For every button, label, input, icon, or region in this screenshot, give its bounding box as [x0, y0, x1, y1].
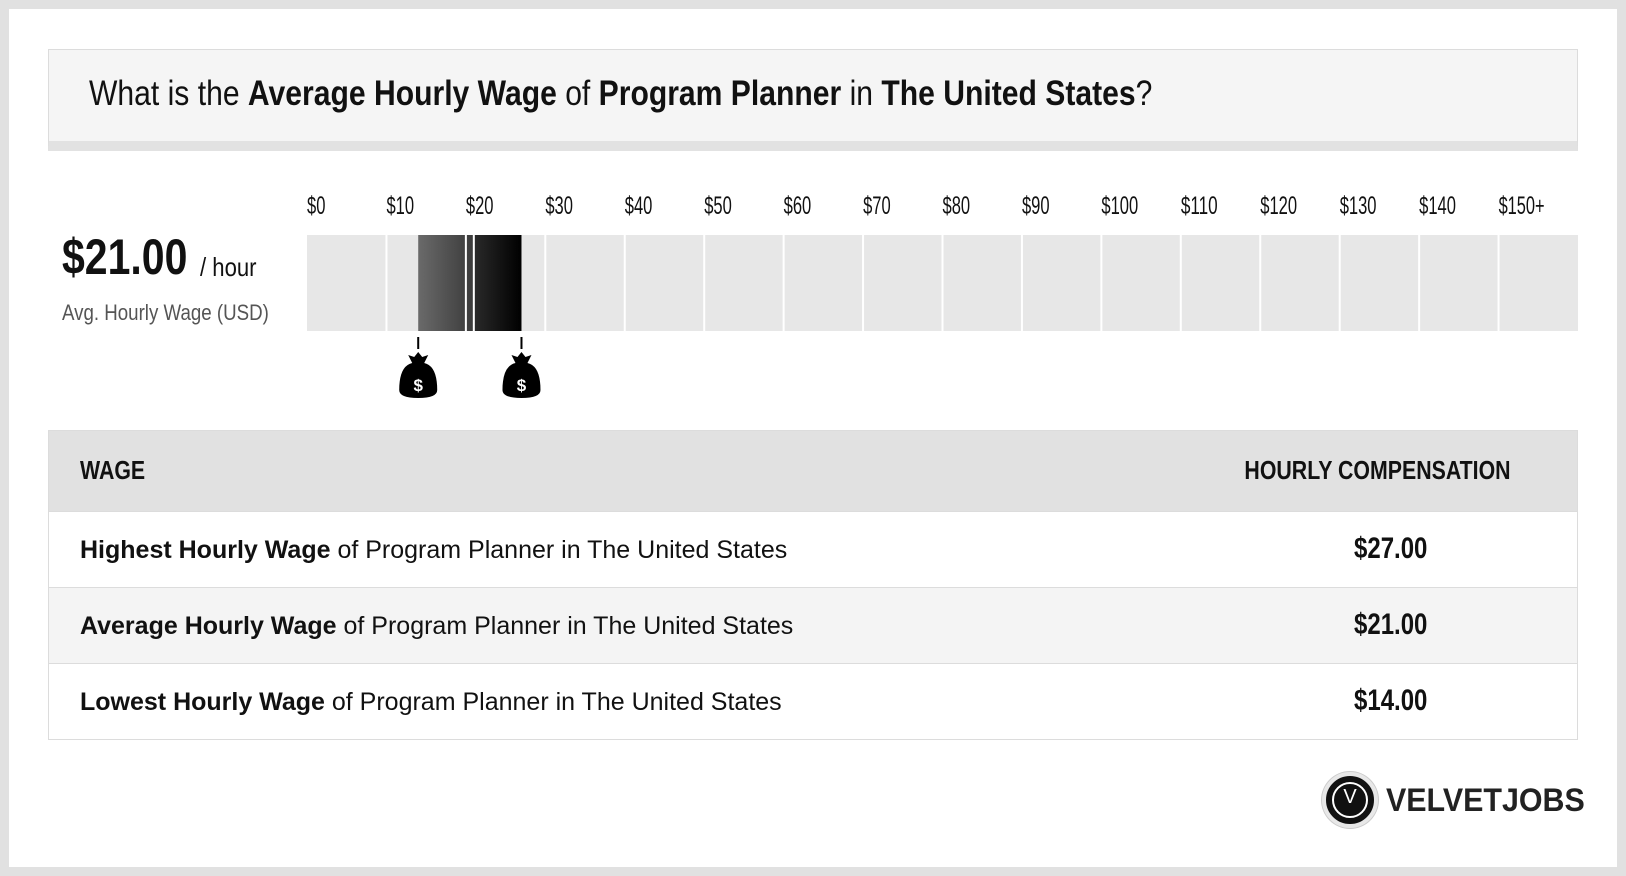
- range-bar-high: [473, 235, 522, 331]
- x-tick-label: $70: [863, 192, 891, 220]
- money-bag-icon: [502, 352, 541, 398]
- table-row-lowest: Lowest Hourly Wage of Program Planner in…: [49, 663, 1577, 739]
- x-tick-label: $20: [466, 192, 494, 220]
- column-header-wage: WAGE: [80, 455, 146, 485]
- range-bar-low: [418, 235, 474, 331]
- table-row-average: Average Hourly Wage of Program Planner i…: [49, 587, 1577, 663]
- marker-symbol: $: [413, 376, 423, 395]
- x-tick-label: $0: [307, 192, 325, 220]
- row-value: $21.00: [1354, 608, 1428, 641]
- average-wage-value: $21.00: [62, 229, 188, 285]
- x-tick-label: $30: [545, 192, 573, 220]
- row-value: $27.00: [1354, 532, 1428, 565]
- table-row-highest: Highest Hourly Wage of Program Planner i…: [49, 511, 1577, 587]
- x-tick-label: $90: [1022, 192, 1050, 220]
- average-wage-unit: / hour: [200, 252, 257, 282]
- average-wage-label: Avg. Hourly Wage (USD): [62, 300, 269, 325]
- velvetjobs-logo-icon: V: [1322, 772, 1378, 828]
- x-tick-label: $60: [784, 192, 812, 220]
- row-description: Lowest Hourly Wage of Program Planner in…: [80, 688, 782, 716]
- row-description: Average Hourly Wage of Program Planner i…: [80, 612, 794, 640]
- x-tick-label: $100: [1101, 192, 1138, 220]
- x-tick-label: $40: [625, 192, 653, 220]
- x-tick-label: $150+: [1499, 192, 1545, 220]
- money-bag-icon: [399, 352, 438, 398]
- marker-symbol: $: [517, 376, 527, 395]
- x-tick-label: $50: [704, 192, 732, 220]
- wage-range-chart: $0 $10 $20 $30 $40 $50 $60 $70 $80 $90 $100 $110 $12…: [307, 192, 1578, 398]
- x-tick-label: $110: [1181, 192, 1218, 220]
- title-banner: What is the Average Hourly Wage of Progr…: [48, 49, 1578, 151]
- x-tick-label: $10: [386, 192, 414, 220]
- x-tick-label: $80: [943, 192, 971, 220]
- x-tick-label: $130: [1340, 192, 1377, 220]
- table-header: WAGE HOURLY COMPENSATION: [49, 431, 1577, 511]
- logo-text: VELVETJOBS: [1386, 782, 1585, 818]
- row-value: $14.00: [1354, 684, 1428, 717]
- page-title: What is the Average Hourly Wage of Progr…: [89, 74, 1153, 113]
- row-description: Highest Hourly Wage of Program Planner i…: [80, 536, 788, 564]
- wage-table: WAGE HOURLY COMPENSATION Highest Hourly …: [48, 430, 1578, 740]
- column-header-compensation: HOURLY COMPENSATION: [1244, 455, 1511, 485]
- x-tick-label: $120: [1260, 192, 1297, 220]
- x-tick-label: $140: [1419, 192, 1456, 220]
